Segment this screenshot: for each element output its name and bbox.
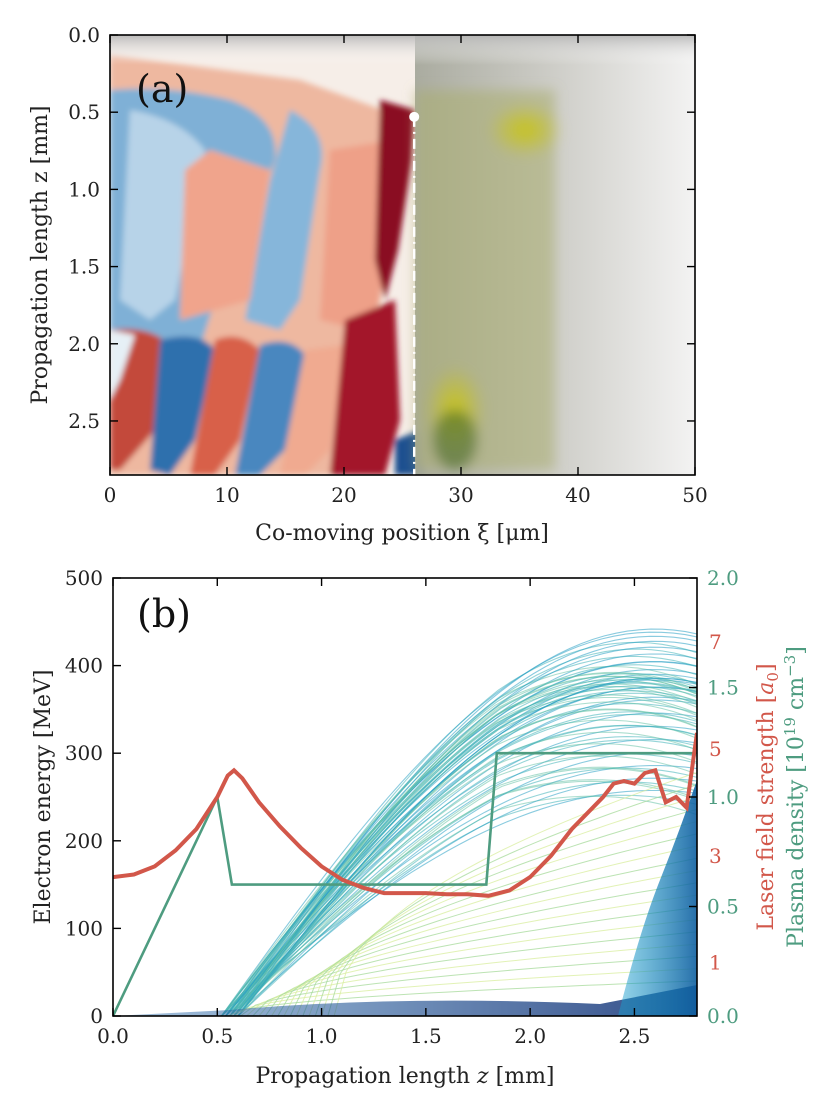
- plot-frame-a: [109, 34, 696, 476]
- x-tick-label-b: 0.5: [201, 1024, 233, 1048]
- electron-track-low: [258, 919, 697, 1016]
- x-tick-label-a: 50: [682, 483, 707, 507]
- electron-track: [237, 677, 697, 1016]
- electron-track: [221, 789, 697, 1016]
- x-tick-label-b: 1.0: [306, 1024, 338, 1048]
- x-tick-label-a: 20: [331, 483, 356, 507]
- laser-tick-label: 1: [709, 951, 722, 975]
- electron-track: [221, 631, 697, 1016]
- y-tick-label-a: 0.0: [68, 23, 100, 47]
- laser-tick-label: 7: [709, 630, 722, 654]
- injection-marker: [409, 111, 420, 122]
- y-tick-label-a: 1.5: [68, 255, 100, 279]
- electron-track-low: [277, 882, 697, 1016]
- electron-track: [233, 671, 697, 1016]
- series-laser-field: [113, 732, 697, 898]
- electron-tracks: [221, 628, 697, 1016]
- y-axis-a: 0.0 0.5 1.0 1.5 2.0 2.5: [68, 23, 695, 433]
- y-tick-label-a: 2.5: [68, 409, 100, 433]
- electron-track-low: [314, 808, 697, 1016]
- y-tick-label-a: 2.0: [68, 332, 100, 356]
- electron-track: [221, 780, 697, 1016]
- y-tick-label-b: 500: [65, 566, 103, 590]
- y-axis-density: 0.0 0.5 1.0 1.5 2.0: [689, 566, 739, 1028]
- y-tick-label-a: 1.0: [68, 177, 100, 201]
- electron-track: [229, 736, 697, 1016]
- laser-tick-label: 5: [709, 737, 722, 761]
- x-tick-label-a: 30: [448, 483, 473, 507]
- y-tick-label-b: 400: [65, 654, 103, 678]
- heatmap-panel-a: 0 10 20 30 40 50 0.0 0.5 1.0 1.5 2.0 2.5 (a) Co-mo…: [28, 23, 708, 546]
- electron-track-low: [333, 772, 697, 1016]
- electron-track: [233, 739, 697, 1016]
- y-tick-label-b: 200: [65, 829, 103, 853]
- x-axis-b: 0.0 0.5 1.0 1.5 2.0 2.5: [97, 578, 650, 1048]
- electron-track: [233, 628, 697, 1016]
- density-tick-label: 1.0: [707, 785, 739, 809]
- x-tick-label-b: 1.5: [410, 1024, 442, 1048]
- y-axis-title-b: Electron energy [MeV]: [31, 669, 56, 924]
- x-axis-title-a: Co-moving position ξ [μm]: [255, 521, 549, 546]
- y-axis-b: 0 100 200 300 400 500: [65, 566, 121, 1028]
- x-tick-label-a: 40: [565, 483, 590, 507]
- heatmap-field: [110, 35, 695, 475]
- electron-track-low: [321, 796, 697, 1016]
- x-tick-label-b: 2.5: [619, 1024, 651, 1048]
- electron-second-injection: [618, 780, 697, 1016]
- electron-track-low: [308, 821, 697, 1016]
- electron-track: [237, 752, 697, 1016]
- electron-track-low: [227, 980, 697, 1016]
- electron-track-low: [289, 857, 697, 1016]
- x-axis-a: 0 10 20 30 40 50: [104, 35, 708, 507]
- panel-label-a: (a): [136, 67, 188, 111]
- panel-label-b: (b): [137, 592, 191, 636]
- electron-track: [225, 779, 697, 1016]
- electron-track-low: [239, 955, 697, 1016]
- density-tick-label: 2.0: [707, 566, 739, 590]
- x-tick-label-b: 0.0: [97, 1024, 129, 1048]
- electron-track: [237, 709, 697, 1016]
- y-axis-title-laser: Laser field strength [a0]: [754, 663, 782, 930]
- electron-track-low: [233, 968, 697, 1016]
- density-tick-label: 1.5: [707, 676, 739, 700]
- electron-track: [233, 712, 697, 1016]
- y-tick-label-b: 100: [65, 916, 103, 940]
- y-axis-laser: 1 3 5 7: [709, 630, 722, 974]
- electron-track: [229, 635, 697, 1016]
- electron-track: [237, 767, 697, 1016]
- y-axis-title-a: Propagation length z [mm]: [28, 105, 53, 404]
- y-tick-label-b: 0: [90, 1004, 103, 1028]
- electron-track-low: [246, 943, 697, 1016]
- x-tick-label-a: 10: [214, 483, 239, 507]
- electron-track-low: [271, 894, 697, 1016]
- x-axis-title-b: Propagation length z [mm]: [255, 1064, 554, 1089]
- density-tick-label: 0.5: [707, 895, 739, 919]
- electron-track: [221, 672, 697, 1016]
- density-tick-label: 0.0: [707, 1004, 739, 1028]
- electron-track: [237, 678, 697, 1016]
- electron-bulk: [113, 985, 697, 1016]
- electron-track-low: [283, 870, 697, 1016]
- laser-tick-label: 3: [709, 844, 722, 868]
- x-tick-label-a: 0: [104, 483, 117, 507]
- electron-track: [233, 766, 697, 1016]
- electron-track: [233, 664, 697, 1016]
- y-tick-label-b: 300: [65, 741, 103, 765]
- electron-track: [233, 713, 697, 1016]
- electron-track: [225, 765, 697, 1016]
- electron-track: [225, 699, 697, 1016]
- y-tick-label-a: 0.5: [68, 100, 100, 124]
- x-tick-label-b: 2.0: [514, 1024, 546, 1048]
- series-plasma-density: [113, 751, 697, 1016]
- y-axis-title-density: Plasma density [1019 cm−3]: [781, 646, 809, 948]
- electron-track: [221, 690, 697, 1016]
